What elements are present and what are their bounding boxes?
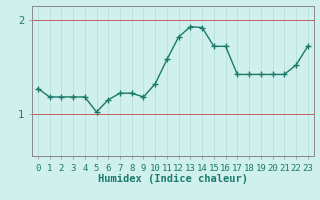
X-axis label: Humidex (Indice chaleur): Humidex (Indice chaleur): [98, 174, 248, 184]
